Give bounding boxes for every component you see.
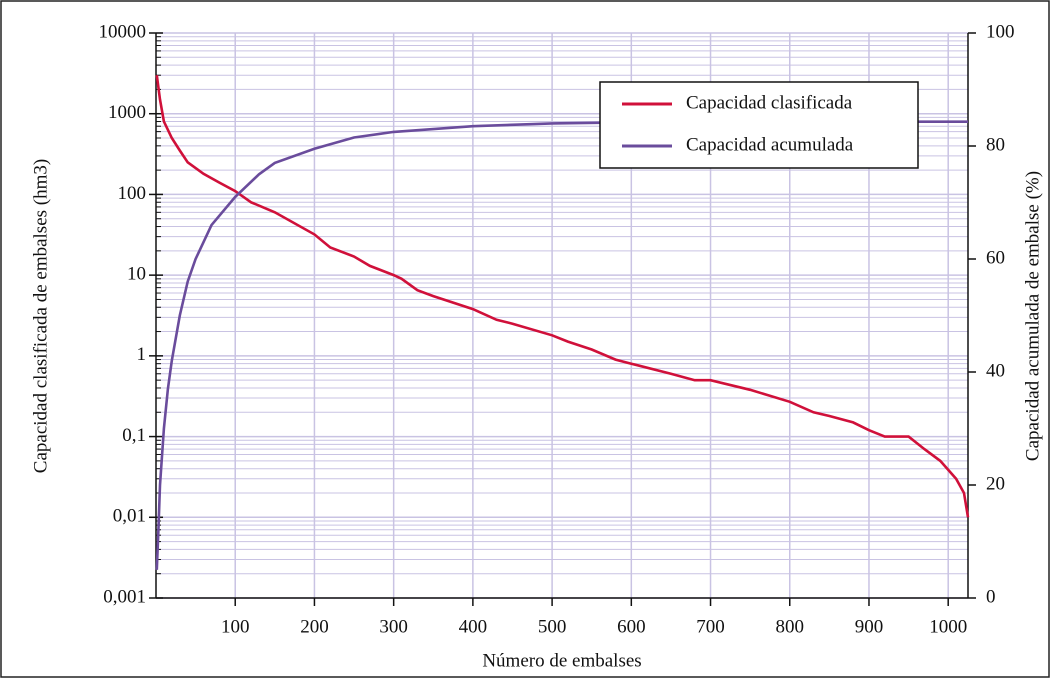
legend-box: [599, 81, 919, 169]
data-line: [155, 75, 970, 518]
y2-tick-label: 60: [986, 247, 1005, 268]
y2-axis-label: Capacidad acumulada de embalse (%): [1022, 171, 1043, 461]
x-tick-label: 800: [776, 616, 805, 637]
y2-tick-label: 40: [986, 360, 1005, 381]
y-tick-label: 0,1: [122, 425, 146, 446]
x-tick-label: 200: [300, 616, 329, 637]
x-tick-label: 500: [538, 616, 567, 637]
y2-tick-label: 0: [986, 586, 996, 607]
x-tick-label: 600: [617, 616, 646, 637]
y2-tick-label: 80: [986, 134, 1005, 155]
y-axis-label: Capacidad clasificada de embalses (hm3): [30, 159, 51, 473]
y-tick-label: 100: [118, 183, 147, 204]
x-tick-label: 300: [379, 616, 408, 637]
x-axis-label: Número de embalses: [482, 650, 641, 671]
y-tick-label: 0,01: [113, 506, 146, 527]
y-tick-label: 0,001: [103, 586, 146, 607]
y-tick-label: 1: [137, 344, 147, 365]
legend-label: Capacidad clasificada: [686, 92, 853, 113]
legend-label: Capacidad acumulada: [686, 134, 854, 155]
x-tick-label: 700: [696, 616, 725, 637]
y-tick-label: 10000: [99, 21, 147, 42]
x-tick-label: 400: [459, 616, 488, 637]
x-tick-label: 1000: [929, 616, 967, 637]
data-line: [155, 120, 968, 570]
x-tick-label: 900: [855, 616, 884, 637]
y-tick-label: 10: [127, 264, 146, 285]
x-tick-label: 100: [221, 616, 250, 637]
y2-tick-label: 100: [986, 21, 1015, 42]
y-tick-label: 1000: [108, 102, 146, 123]
y2-tick-label: 20: [986, 473, 1005, 494]
